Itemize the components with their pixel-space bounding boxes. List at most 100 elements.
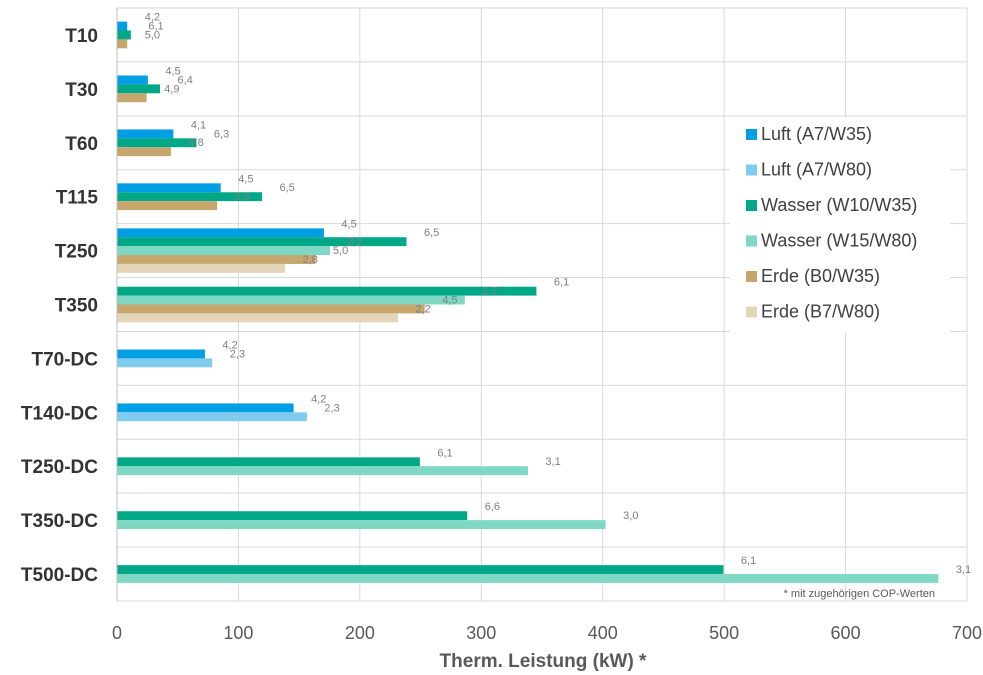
bar xyxy=(117,412,307,422)
bar xyxy=(117,565,724,575)
bar xyxy=(117,358,213,368)
bar xyxy=(117,403,294,413)
bar xyxy=(117,255,316,264)
data-label: 3,0 xyxy=(623,510,638,522)
category-label: T115 xyxy=(56,188,99,209)
legend-label: Luft (A7/W35) xyxy=(761,124,872,144)
data-label: 6,4 xyxy=(178,74,193,86)
bar xyxy=(117,520,606,530)
legend-label: Wasser (W10/W35) xyxy=(761,195,917,215)
category-label: T30 xyxy=(65,80,98,101)
bar xyxy=(117,304,425,314)
data-label: 4,8 xyxy=(188,137,203,149)
category-label: T60 xyxy=(65,134,98,155)
bar xyxy=(117,129,174,139)
category-label: T250 xyxy=(55,242,98,263)
legend-label: Luft (A7/W80) xyxy=(761,160,872,180)
category-label: T10 xyxy=(65,26,98,47)
data-label: 4,5 xyxy=(238,173,253,185)
data-label: 4,1 xyxy=(191,119,206,131)
bar xyxy=(117,228,324,238)
x-axis-title: Therm. Leistung (kW) * xyxy=(440,651,648,672)
bar xyxy=(117,263,286,273)
bar xyxy=(117,39,128,49)
data-label: 4,2 xyxy=(145,12,160,24)
category-label: T250-DC xyxy=(21,457,98,478)
bar xyxy=(117,511,468,521)
data-label: 5,0 xyxy=(145,29,160,41)
bar xyxy=(117,574,939,583)
x-tick-label: 300 xyxy=(466,623,496,643)
x-tick-label: 600 xyxy=(831,623,861,643)
bar xyxy=(117,84,160,94)
category-label: T500-DC xyxy=(21,565,98,586)
legend: Luft (A7/W35) Luft (A7/W80) Wasser (W10/W3… xyxy=(730,118,950,332)
bar xyxy=(117,237,407,247)
category-label: T350-DC xyxy=(21,511,98,532)
data-label: 4,2 xyxy=(311,393,326,405)
bar xyxy=(117,147,171,157)
data-label: 4,9 xyxy=(164,83,179,95)
legend-background xyxy=(730,118,950,332)
x-tick-label: 400 xyxy=(588,623,618,643)
x-tick-label: 500 xyxy=(709,623,739,643)
bar xyxy=(117,30,131,40)
legend-swatch xyxy=(746,129,757,140)
data-label: 6,6 xyxy=(485,501,500,513)
data-label: 6,1 xyxy=(741,555,756,567)
x-tick-label: 700 xyxy=(952,623,982,643)
bar xyxy=(117,93,147,103)
legend-swatch xyxy=(746,164,757,176)
data-label: 6,1 xyxy=(148,21,163,33)
data-labels: 4,26,15,04,56,44,94,16,34,84,56,55,04,56… xyxy=(145,12,971,576)
bar xyxy=(117,21,128,31)
x-tick-label: 0 xyxy=(112,623,122,643)
data-label: 6,5 xyxy=(424,227,439,239)
x-tick-label: 100 xyxy=(223,623,253,643)
bar xyxy=(117,457,420,467)
data-label: 2,3 xyxy=(324,402,339,414)
data-label: 3,1 xyxy=(348,236,363,248)
category-label: T350 xyxy=(55,296,98,317)
bar xyxy=(117,246,330,256)
bar xyxy=(117,466,528,476)
data-label: 2,8 xyxy=(303,254,318,266)
category-label: T70-DC xyxy=(31,349,98,370)
data-label: 2,2 xyxy=(416,303,431,315)
bar xyxy=(117,286,537,296)
x-tick-label: 200 xyxy=(345,623,375,643)
bar xyxy=(117,75,148,85)
data-label: 2,7 xyxy=(482,286,497,298)
bars xyxy=(117,21,939,583)
legend-swatch xyxy=(746,235,757,247)
data-label: 6,3 xyxy=(214,128,229,140)
bar xyxy=(117,192,262,202)
category-labels: T10 T30 T60 T115 T250 T350 T70-DC T140-DC T250-D… xyxy=(21,26,99,586)
x-tick-labels: 0 100 200 300 400 500 600 700 xyxy=(112,623,982,643)
bar xyxy=(117,201,218,211)
bar xyxy=(117,138,197,148)
data-label: 5,0 xyxy=(333,245,348,257)
legend-swatch xyxy=(746,200,757,211)
data-label: 6,1 xyxy=(437,447,452,459)
data-label: 6,1 xyxy=(554,277,569,289)
bar xyxy=(117,313,398,323)
data-label: 4,2 xyxy=(222,340,237,352)
data-label: 3,1 xyxy=(545,456,560,468)
data-label: 2,3 xyxy=(230,348,245,360)
bar xyxy=(117,183,221,193)
data-label: 5,0 xyxy=(235,191,250,203)
data-label: 4,5 xyxy=(165,66,180,78)
legend-label: Erde (B7/W80) xyxy=(761,302,880,322)
legend-swatch xyxy=(746,306,757,318)
data-label: 6,5 xyxy=(280,182,295,194)
data-label: 3,1 xyxy=(956,564,971,576)
legend-label: Erde (B0/W35) xyxy=(761,266,880,286)
footnote: * mit zugehörigen COP-Werten xyxy=(784,588,935,600)
data-label: 4,5 xyxy=(341,218,356,230)
category-label: T140-DC xyxy=(21,403,98,424)
bar xyxy=(117,295,465,305)
bar xyxy=(117,349,205,359)
legend-label: Wasser (W15/W80) xyxy=(761,231,917,251)
data-label: 4,5 xyxy=(442,295,457,307)
